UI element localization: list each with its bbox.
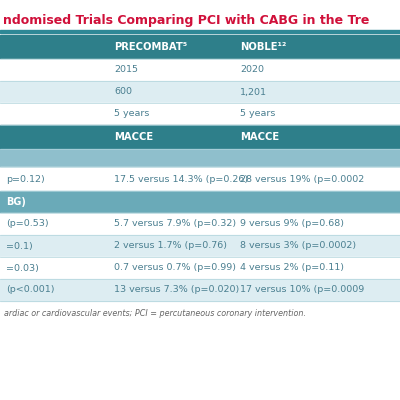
Text: 2020: 2020 <box>240 66 264 74</box>
Text: 17 versus 10% (p=0.0009: 17 versus 10% (p=0.0009 <box>240 286 364 294</box>
Text: PRECOMBAT⁵: PRECOMBAT⁵ <box>114 42 187 52</box>
Text: =0.1): =0.1) <box>6 242 33 250</box>
Bar <box>0 279 400 301</box>
Bar <box>0 257 400 279</box>
Text: 0.7 versus 0.7% (p=0.99): 0.7 versus 0.7% (p=0.99) <box>114 264 236 272</box>
Text: 5 years: 5 years <box>114 110 149 118</box>
Text: 5 years: 5 years <box>240 110 275 118</box>
Text: 8 versus 3% (p=0.0002): 8 versus 3% (p=0.0002) <box>240 242 356 250</box>
Text: p=0.12): p=0.12) <box>6 174 45 184</box>
Text: (p<0.001): (p<0.001) <box>6 286 54 294</box>
Text: ardiac or cardiovascular events; PCI = percutaneous coronary intervention.: ardiac or cardiovascular events; PCI = p… <box>4 309 306 318</box>
Text: 2 versus 1.7% (p=0.76): 2 versus 1.7% (p=0.76) <box>114 242 227 250</box>
Text: MACCE: MACCE <box>114 132 153 142</box>
Bar <box>0 235 400 257</box>
Text: 13 versus 7.3% (p=0.020): 13 versus 7.3% (p=0.020) <box>114 286 239 294</box>
Text: NOBLE¹²: NOBLE¹² <box>240 42 286 52</box>
Text: BG): BG) <box>6 197 26 207</box>
Bar <box>0 81 400 103</box>
Text: 9 versus 9% (p=0.68): 9 versus 9% (p=0.68) <box>240 220 344 228</box>
Bar <box>0 59 400 81</box>
Bar <box>0 149 400 167</box>
Bar <box>0 167 400 191</box>
Text: 1,201: 1,201 <box>240 88 267 96</box>
Text: (p=0.53): (p=0.53) <box>6 220 49 228</box>
Text: 2015: 2015 <box>114 66 138 74</box>
Text: MACCE: MACCE <box>240 132 279 142</box>
Text: 28 versus 19% (p=0.0002: 28 versus 19% (p=0.0002 <box>240 174 364 184</box>
Bar <box>0 103 400 125</box>
Text: ndomised Trials Comparing PCI with CABG in the Tre: ndomised Trials Comparing PCI with CABG … <box>3 14 369 27</box>
Bar <box>0 35 400 59</box>
Text: 4 versus 2% (p=0.11): 4 versus 2% (p=0.11) <box>240 264 344 272</box>
Bar <box>0 191 400 213</box>
Bar <box>0 30 400 33</box>
Text: =0.03): =0.03) <box>6 264 39 272</box>
Bar <box>0 213 400 235</box>
Text: 5.7 versus 7.9% (p=0.32): 5.7 versus 7.9% (p=0.32) <box>114 220 236 228</box>
Text: 600: 600 <box>114 88 132 96</box>
Text: 17.5 versus 14.3% (p=0.26): 17.5 versus 14.3% (p=0.26) <box>114 174 248 184</box>
Bar <box>0 125 400 149</box>
